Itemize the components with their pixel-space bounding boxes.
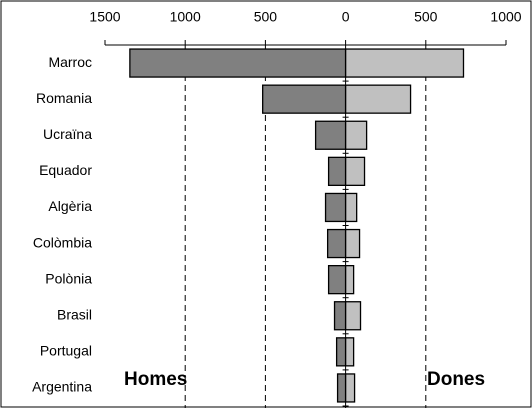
series-label: Dones: [427, 369, 485, 390]
bar: [324, 192, 347, 223]
y-tick-label: Portugal: [40, 343, 92, 359]
bar: [335, 337, 347, 367]
bar: [344, 228, 361, 259]
series-label: Homes: [124, 369, 187, 390]
bar: [344, 120, 368, 150]
bar: [262, 84, 347, 114]
bar: [344, 192, 358, 223]
y-tick-label: Algèria: [48, 198, 92, 214]
y-tick-label: Marroc: [48, 54, 92, 70]
bar: [333, 301, 347, 331]
bar: [344, 84, 412, 114]
y-tick-label: Argentina: [32, 379, 92, 395]
bar: [327, 264, 347, 295]
bar: [344, 373, 356, 403]
bar: [344, 48, 465, 78]
bar: [344, 337, 355, 367]
x-tick-label: 1500: [89, 9, 120, 25]
x-tick-label: 0: [342, 9, 350, 25]
x-tick-label: 500: [254, 9, 278, 25]
y-tick-label: Polònia: [45, 270, 92, 286]
bar: [344, 156, 366, 187]
bar: [344, 301, 362, 331]
y-tick-label: Equador: [39, 162, 92, 178]
y-tick-label: Colòmbia: [33, 234, 92, 250]
x-tick-label: 500: [414, 9, 438, 25]
x-tick-label: 1000: [170, 9, 201, 25]
x-tick-label: 1000: [490, 9, 521, 25]
bar: [314, 120, 347, 150]
y-tick-label: Romania: [36, 90, 92, 106]
bar: [336, 373, 347, 403]
bar: [129, 48, 347, 78]
bar: [344, 264, 355, 295]
bar: [326, 228, 347, 259]
y-tick-label: Ucraïna: [43, 126, 92, 142]
y-tick-label: Brasil: [57, 306, 92, 322]
bar: [327, 156, 347, 187]
